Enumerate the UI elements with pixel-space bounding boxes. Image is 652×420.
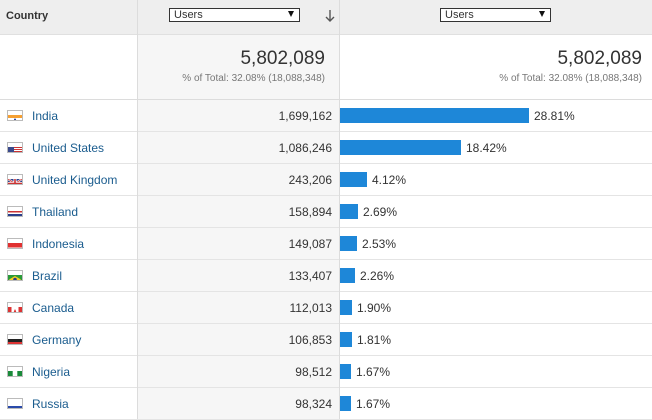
table-header: Country Users Users: [0, 0, 652, 35]
percentage-label: 28.81%: [534, 109, 575, 123]
country-link[interactable]: Canada: [32, 301, 75, 315]
percentage-bar: [340, 172, 367, 187]
primary-metric-value: Users: [174, 9, 203, 21]
percentage-label: 2.26%: [360, 269, 395, 283]
percentage-bar: [340, 140, 461, 155]
country-link[interactable]: United Kingdom: [32, 173, 118, 187]
users-value: 133,407: [288, 269, 332, 283]
country-link[interactable]: Brazil: [32, 269, 63, 283]
table-row: Brazil 133,407 2.26%: [0, 260, 652, 292]
column-divider: [339, 0, 340, 419]
users-value: 106,853: [288, 333, 332, 347]
thailand-flag-icon: [7, 206, 23, 217]
table-row: Nigeria 98,512 1.67%: [0, 356, 652, 388]
percentage-label: 1.90%: [357, 301, 392, 315]
table-row: Germany 106,853 1.81%: [0, 324, 652, 356]
percentage-bar: [340, 396, 351, 411]
percentage-bar: [340, 204, 358, 219]
percentage-label: 2.53%: [362, 237, 397, 251]
india-flag-icon: [7, 110, 23, 121]
country-link[interactable]: Nigeria: [32, 365, 71, 379]
sort-descending-icon[interactable]: [324, 9, 336, 23]
germany-flag-icon: [7, 334, 23, 345]
country-link[interactable]: Russia: [32, 397, 69, 411]
percentage-bar: [340, 300, 352, 315]
primary-metric-select[interactable]: Users: [169, 8, 300, 22]
percentage-bar: [340, 108, 529, 123]
users-value: 98,324: [295, 397, 332, 411]
country-link[interactable]: Indonesia: [32, 237, 85, 251]
chevron-down-icon: [539, 11, 545, 17]
users-value: 1,699,162: [278, 109, 332, 123]
table-row: United States 1,086,246 18.42%: [0, 132, 652, 164]
users-value: 149,087: [288, 237, 332, 251]
chevron-down-icon: [288, 11, 294, 17]
percentage-label: 1.67%: [356, 365, 391, 379]
table-row: Canada 112,013 1.90%: [0, 292, 652, 324]
table-row: Russia 98,324 1.67%: [0, 388, 652, 420]
secondary-metric-value: Users: [445, 9, 474, 21]
table-row: United Kingdom 243,206 4.12%: [0, 164, 652, 196]
uk-flag-icon: [7, 174, 23, 185]
table-row: Indonesia 149,087 2.53%: [0, 228, 652, 260]
primary-total-subtext: % of Total: 32.08% (18,088,348): [182, 73, 325, 84]
users-value: 112,013: [289, 301, 333, 315]
percentage-bar: [340, 332, 352, 347]
column-divider: [137, 0, 138, 419]
secondary-metric-select[interactable]: Users: [440, 8, 551, 22]
users-value: 243,206: [288, 173, 332, 187]
primary-total-value: 5,802,089: [240, 48, 325, 69]
canada-flag-icon: [7, 302, 23, 313]
brazil-flag-icon: [7, 270, 23, 281]
secondary-total-subtext: % of Total: 32.08% (18,088,348): [499, 73, 642, 84]
nigeria-flag-icon: [7, 366, 23, 377]
table-row: Thailand 158,894 2.69%: [0, 196, 652, 228]
country-link[interactable]: India: [32, 109, 59, 123]
users-value: 98,512: [295, 365, 332, 379]
percentage-bar: [340, 364, 351, 379]
us-flag-icon: [7, 142, 23, 153]
country-link[interactable]: Thailand: [32, 205, 79, 219]
percentage-label: 1.67%: [356, 397, 391, 411]
indonesia-flag-icon: [7, 238, 23, 249]
country-link[interactable]: Germany: [32, 333, 82, 347]
secondary-total-value: 5,802,089: [557, 48, 642, 69]
country-link[interactable]: United States: [32, 141, 105, 155]
country-column-header[interactable]: Country: [6, 10, 49, 22]
users-value: 1,086,246: [278, 141, 332, 155]
users-value: 158,894: [288, 205, 332, 219]
table-row: India 1,699,162 28.81%: [0, 100, 652, 132]
percentage-bar: [340, 268, 355, 283]
percentage-bar: [340, 236, 357, 251]
russia-flag-icon: [7, 398, 23, 409]
percentage-label: 4.12%: [372, 173, 407, 187]
totals-row: 5,802,089 % of Total: 32.08% (18,088,348…: [0, 35, 652, 100]
percentage-label: 18.42%: [466, 141, 507, 155]
percentage-label: 2.69%: [363, 205, 398, 219]
percentage-label: 1.81%: [357, 333, 392, 347]
